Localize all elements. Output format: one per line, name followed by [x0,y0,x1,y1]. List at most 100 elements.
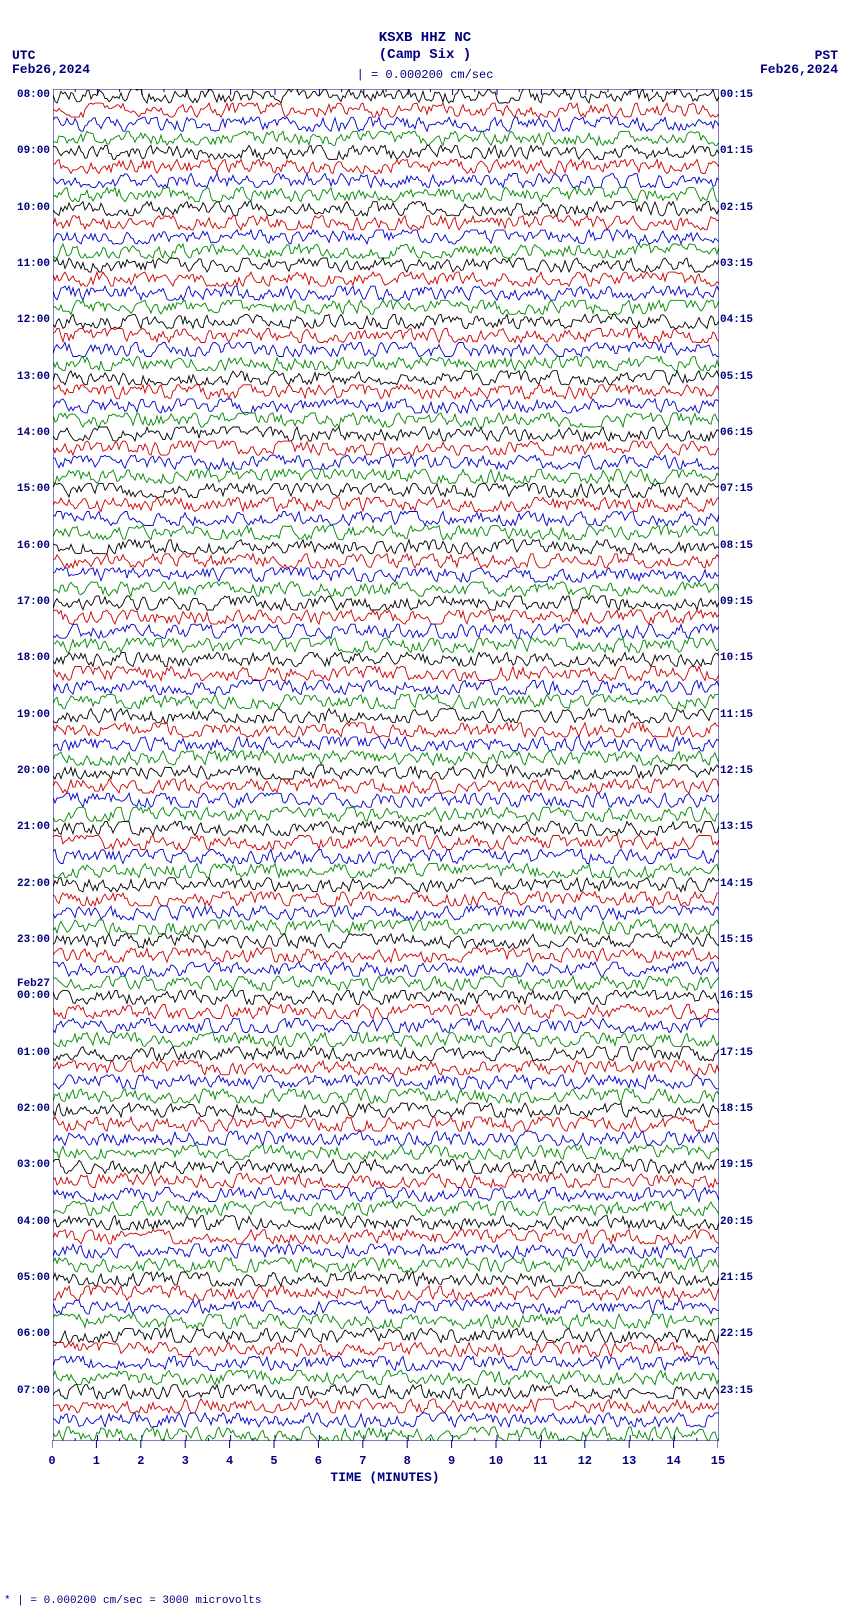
pst-hour-label: 14:15 [720,878,753,890]
pst-hour-label: 20:15 [720,1216,753,1228]
trace-row [53,117,719,131]
trace-row [53,1145,719,1159]
trace-row [53,258,719,272]
trace-row [53,540,719,554]
utc-hour-label: 08:00 [17,89,50,101]
trace-row [53,385,719,399]
tz-right: PST [815,48,838,63]
trace-row [53,1385,719,1399]
trace-row [53,667,719,681]
seismogram-plot [52,88,718,1440]
trace-row [53,934,719,948]
trace-row [53,498,719,512]
trace-row [53,512,719,526]
x-tick-label: 14 [666,1454,680,1468]
utc-hour-label: 14:00 [17,427,50,439]
x-tick-label: 7 [359,1454,366,1468]
trace-row [53,483,719,497]
trace-row [53,1357,719,1371]
trace-row [53,427,719,441]
trace-row [53,413,719,427]
trace-row [53,244,719,258]
trace-row [53,1413,719,1427]
pst-hour-label: 00:15 [720,89,753,101]
trace-row [53,1047,719,1061]
utc-hour-label: 18:00 [17,652,50,664]
pst-hour-label: 07:15 [720,483,753,495]
trace-row [53,1202,719,1216]
pst-hour-label: 16:15 [720,990,753,1002]
trace-row [53,610,719,624]
trace-row [53,1216,719,1230]
trace-row [53,272,719,286]
utc-hour-label: 01:00 [17,1047,50,1059]
pst-hour-label: 15:15 [720,934,753,946]
trace-row [53,469,719,483]
trace-row [53,1188,719,1202]
utc-hour-label: 21:00 [17,821,50,833]
trace-row [53,906,719,920]
pst-hour-label: 01:15 [720,145,753,157]
trace-row [53,188,719,202]
seismogram-svg [53,89,719,1441]
utc-hour-label: 20:00 [17,765,50,777]
trace-row [53,638,719,652]
trace-row [53,1314,719,1328]
station-title: KSXB HHZ NC [0,30,850,46]
trace-row [53,103,719,117]
trace-row [53,1300,719,1314]
trace-row [53,1131,719,1145]
utc-hour-label: 07:00 [17,1385,50,1397]
trace-row [53,216,719,230]
trace-row [53,174,719,188]
x-axis-ticks [52,1440,718,1454]
tz-left: UTC [12,48,35,63]
trace-row [53,131,719,145]
trace-row [53,878,719,892]
pst-hour-label: 10:15 [720,652,753,664]
trace-row [53,1399,719,1413]
footer-scale: * | = 0.000200 cm/sec = 3000 microvolts [4,1595,261,1607]
trace-row [53,751,719,765]
utc-hour-label: 15:00 [17,483,50,495]
trace-row [53,1117,719,1131]
x-axis-title: TIME (MINUTES) [52,1470,718,1485]
x-tick-label: 11 [533,1454,547,1468]
utc-hour-label: 11:00 [17,258,50,270]
trace-row [53,582,719,596]
trace-row [53,1089,719,1103]
utc-hour-label: 04:00 [17,1216,50,1228]
trace-row [53,737,719,751]
trace-row [53,892,719,906]
pst-hour-label: 09:15 [720,596,753,608]
x-tick-label: 5 [270,1454,277,1468]
utc-hour-label: 06:00 [17,1328,50,1340]
pst-hour-label: 02:15 [720,202,753,214]
trace-row [53,145,719,159]
pst-hour-label: 22:15 [720,1328,753,1340]
x-tick-label: 3 [182,1454,189,1468]
pst-hour-label: 21:15 [720,1272,753,1284]
date-right: Feb26,2024 [760,62,838,77]
trace-row [53,300,719,314]
x-tick-label: 13 [622,1454,636,1468]
trace-row [53,709,719,723]
x-tick-label: 8 [404,1454,411,1468]
utc-hour-label: 09:00 [17,145,50,157]
utc-time-labels: 08:0009:0010:0011:0012:0013:0014:0015:00… [10,88,50,1440]
trace-row [53,695,719,709]
trace-row [53,286,719,300]
pst-hour-label: 19:15 [720,1159,753,1171]
trace-row [53,765,719,779]
trace-row [53,821,719,835]
utc-hour-label: 22:00 [17,878,50,890]
pst-time-labels: 00:1501:1502:1503:1504:1505:1506:1507:15… [720,88,762,1440]
x-tick-label: 0 [48,1454,55,1468]
utc-hour-label: 19:00 [17,709,50,721]
station-subtitle: (Camp Six ) [0,47,850,63]
trace-row [53,1075,719,1089]
pst-hour-label: 05:15 [720,371,753,383]
trace-row [53,1328,719,1342]
trace-row [53,1272,719,1286]
utc-hour-label: 03:00 [17,1159,50,1171]
